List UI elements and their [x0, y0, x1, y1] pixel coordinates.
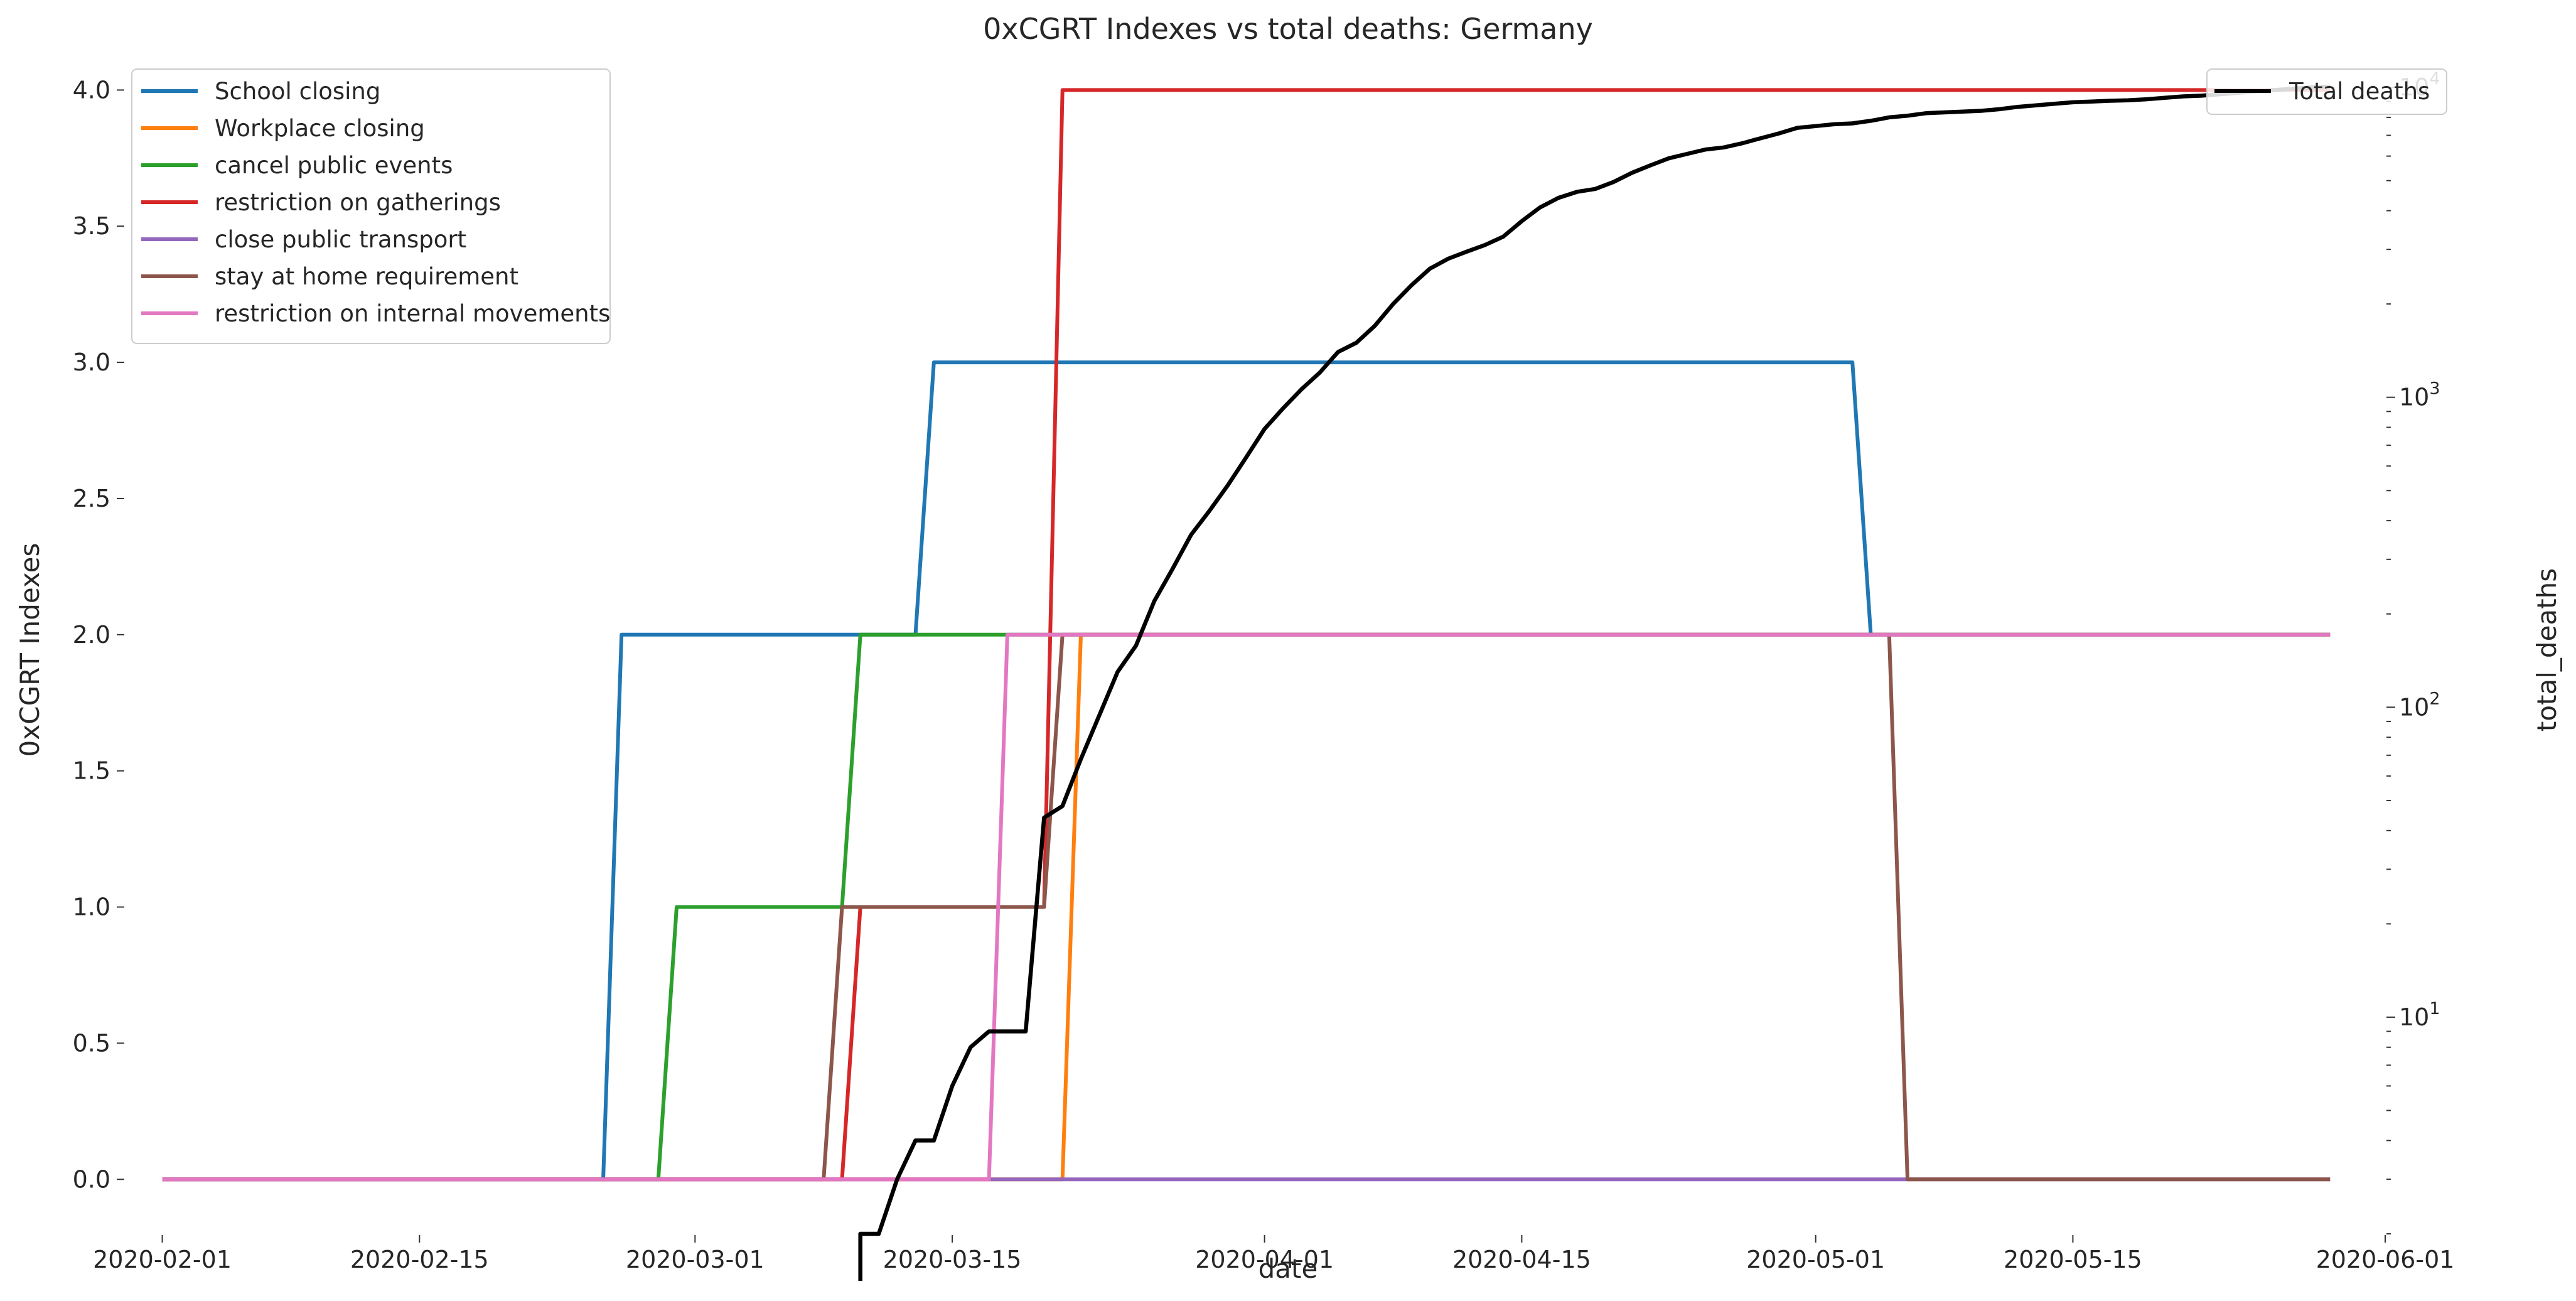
legend-label-restriction-on-internal-movements: restriction on internal movements: [215, 300, 610, 327]
y-tick-label: 1.0: [73, 893, 110, 921]
y-tick-label: 0.0: [73, 1165, 110, 1193]
legend-left: School closing Workplace closing cancel pu…: [131, 68, 611, 344]
series-line-school-closing: [162, 360, 2331, 1182]
y2-tick-label: 101: [2399, 999, 2440, 1031]
y-tick-label: 2.0: [73, 621, 110, 649]
x-axis: 2020-02-01 2020-02-15 2020-03-01 2020-03-15…: [93, 1235, 2454, 1273]
y-tick-label: 4.0: [73, 76, 110, 104]
y-axis-title: 0xCGRT Indexes: [14, 543, 45, 757]
legend-label-stay-at-home-requirement: stay at home requirement: [215, 263, 518, 290]
x-tick-label: 2020-04-15: [1452, 1246, 1591, 1273]
legend-right-frame: [2206, 68, 2447, 115]
series-line-total-deaths: [858, 84, 2331, 1281]
y-tick-label: 0.5: [73, 1029, 110, 1057]
y-axis-left: 0.0 0.5 1.0 1.5 2.0 2.5 3.0 3.5 4.0: [73, 76, 124, 1193]
legend-label-school-closing: School closing: [215, 78, 380, 105]
plot-area: [162, 84, 2331, 1281]
y-tick-label: 2.5: [73, 485, 110, 512]
y-tick-label: 3.0: [73, 348, 110, 376]
x-tick-label: 2020-06-01: [2316, 1246, 2455, 1273]
legend-label-close-public-transport: close public transport: [215, 226, 466, 253]
y2-tick-label: 102: [2399, 689, 2440, 721]
x-tick-label: 2020-02-15: [350, 1246, 489, 1273]
y-tick-label: 3.5: [73, 212, 110, 240]
x-tick-label: 2020-02-01: [93, 1246, 232, 1273]
legend-label-workplace-closing: Workplace closing: [215, 115, 425, 142]
legend-left-frame: [131, 68, 611, 344]
y2-axis-title: total_deaths: [2531, 568, 2562, 731]
x-tick-label: 2020-03-15: [883, 1246, 1022, 1273]
y-tick-label: 1.5: [73, 757, 110, 785]
series-line-workplace-closing: [162, 632, 2331, 1182]
legend-label-cancel-public-events: cancel public events: [215, 152, 453, 179]
x-axis-title: date: [1258, 1253, 1318, 1284]
legend-label-restriction-on-gatherings: restriction on gatherings: [215, 189, 501, 216]
series-line-restriction-on-internal-movements: [162, 632, 2331, 1182]
series-line-cancel-public-events: [162, 632, 2331, 1182]
x-tick-label: 2020-03-01: [626, 1246, 765, 1273]
chart-title: 0xCGRT Indexes vs total deaths: Germany: [983, 12, 1593, 46]
series-line-stay-at-home-requirement: [162, 632, 2331, 1182]
y-axis-right: 101102103104: [2386, 69, 2440, 1234]
y2-tick-label: 103: [2399, 379, 2440, 411]
x-tick-label: 2020-05-15: [2004, 1246, 2142, 1273]
x-tick-label: 2020-04-01: [1195, 1246, 1334, 1273]
x-tick-label: 2020-05-01: [1746, 1246, 1885, 1273]
legend-right: Total deaths: [2206, 68, 2447, 115]
legend-label-total-deaths: Total deaths: [2289, 78, 2430, 105]
